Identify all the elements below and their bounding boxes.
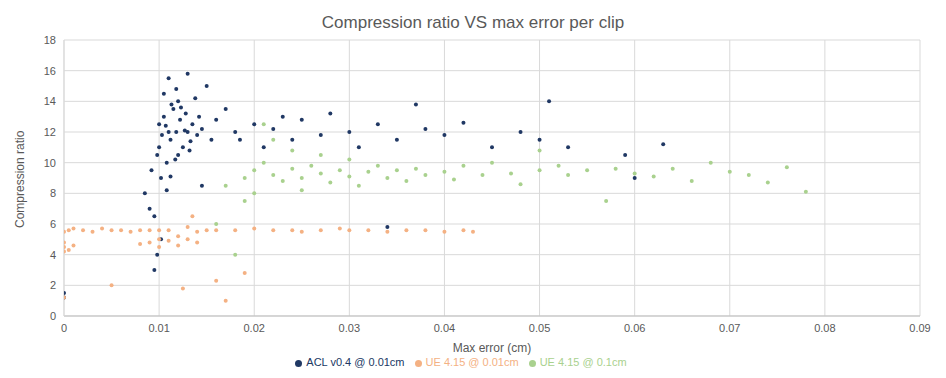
svg-text:0: 0 xyxy=(61,322,67,334)
svg-text:0: 0 xyxy=(50,310,56,322)
html-text:UE 4.15 @ 0.1cm: UE 4.15 @ 0.1cm xyxy=(539,356,627,368)
svg-text:0.04: 0.04 xyxy=(434,322,455,334)
svg-text:Max error (cm): Max error (cm) xyxy=(453,341,532,355)
html-text:Compression ratio VS max error: Compression ratio VS max error per clip xyxy=(321,13,625,32)
svg-text:0.02: 0.02 xyxy=(244,322,265,334)
svg-text:2: 2 xyxy=(50,279,56,291)
svg-text:12: 12 xyxy=(44,126,56,138)
svg-text:4: 4 xyxy=(50,249,56,261)
svg-text:0.03: 0.03 xyxy=(339,322,360,334)
svg-text:0.08: 0.08 xyxy=(814,322,835,334)
svg-text:Compression ratio: Compression ratio xyxy=(13,130,27,228)
svg-text:0.01: 0.01 xyxy=(148,322,169,334)
svg-text:0.06: 0.06 xyxy=(624,322,645,334)
html-text:UE 4.15 @ 0.01cm: UE 4.15 @ 0.01cm xyxy=(425,356,519,368)
svg-text:18: 18 xyxy=(44,36,56,46)
svg-text:16: 16 xyxy=(44,65,56,77)
html-text:ACL v0.4 @ 0.01cm: ACL v0.4 @ 0.01cm xyxy=(306,356,405,368)
svg-text:14: 14 xyxy=(44,95,56,107)
svg-text:0.05: 0.05 xyxy=(529,322,550,334)
svg-text:0.09: 0.09 xyxy=(909,322,930,334)
svg-text:8: 8 xyxy=(50,187,56,199)
svg-text:6: 6 xyxy=(50,218,56,230)
svg-text:0.07: 0.07 xyxy=(719,322,740,334)
svg-text:10: 10 xyxy=(44,157,56,169)
